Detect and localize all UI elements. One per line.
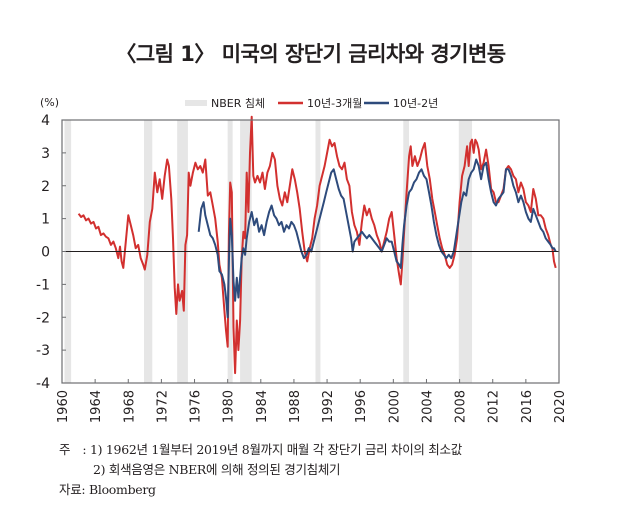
y-tick-label: 2 bbox=[41, 179, 50, 195]
x-tick-label: 1980 bbox=[222, 390, 237, 423]
legend-label-recession: NBER 침체 bbox=[211, 97, 265, 110]
y-axis-label: (%) bbox=[40, 96, 59, 109]
note-prefix: 주 : bbox=[59, 442, 90, 457]
x-tick-label: 2016 bbox=[520, 390, 535, 423]
note-line-1: 주 : 1) 1962년 1월부터 2019년 8월까지 매월 각 장단기 금리… bbox=[59, 440, 462, 460]
y-tick-label: 1 bbox=[41, 212, 50, 228]
note-1: 1) 1962년 1월부터 2019년 8월까지 매월 각 장단기 금리 차이의… bbox=[90, 442, 462, 457]
x-tick-label: 2004 bbox=[420, 390, 435, 423]
x-tick-label: 1988 bbox=[288, 390, 303, 423]
y-axis: 4 3 2 1 0 -1 -2 -3 -4 bbox=[36, 113, 66, 392]
chart-title: 〈그림 1〉 미국의 장단기 금리차와 경기변동 bbox=[115, 42, 506, 66]
legend-label-10y3m: 10년-3개월 bbox=[307, 97, 362, 110]
x-tick-label: 1984 bbox=[255, 390, 270, 423]
note-line-2: 2) 회색음영은 NBER에 의해 정의된 경기침체기 bbox=[59, 460, 462, 480]
x-tick-label: 1968 bbox=[122, 390, 137, 423]
x-tick-label: 1960 bbox=[56, 390, 71, 423]
x-tick-label: 2020 bbox=[553, 390, 568, 423]
y-tick-label: -1 bbox=[36, 277, 50, 293]
source-line: 자료: Bloomberg bbox=[59, 480, 462, 500]
y-tick-label: 4 bbox=[41, 113, 50, 129]
x-tick-label: 1992 bbox=[321, 390, 336, 423]
source: 자료: Bloomberg bbox=[59, 482, 156, 497]
x-tick-label: 2008 bbox=[454, 390, 469, 423]
series-lines bbox=[77, 115, 557, 375]
y-tick-label: -3 bbox=[36, 343, 50, 359]
x-tick-label: 1972 bbox=[155, 390, 170, 423]
legend: NBER 침체 10년-3개월 10년-2년 bbox=[185, 97, 438, 110]
series-line-10y2y bbox=[197, 158, 557, 319]
x-tick-label: 2012 bbox=[487, 390, 502, 423]
y-tick-label: 0 bbox=[41, 245, 50, 261]
x-axis: 1960 1964 1968 1972 1976 1980 1984 1988 1992 1996… bbox=[56, 379, 568, 423]
y-tick-label: -2 bbox=[36, 310, 50, 326]
legend-label-10y2y: 10년-2년 bbox=[393, 97, 438, 110]
x-tick-label: 1964 bbox=[89, 390, 104, 423]
x-tick-label: 2000 bbox=[387, 390, 402, 423]
legend-swatch-recession bbox=[185, 100, 207, 106]
x-tick-label: 1976 bbox=[189, 390, 204, 423]
note-2: 2) 회색음영은 NBER에 의해 정의된 경기침체기 bbox=[93, 462, 341, 477]
chart-notes: 주 : 1) 1962년 1월부터 2019년 8월까지 매월 각 장단기 금리… bbox=[59, 440, 462, 500]
y-tick-label: -4 bbox=[36, 376, 50, 392]
x-tick-label: 1996 bbox=[354, 390, 369, 423]
series-line-10y3m bbox=[77, 115, 557, 375]
y-tick-label: 3 bbox=[41, 146, 50, 162]
